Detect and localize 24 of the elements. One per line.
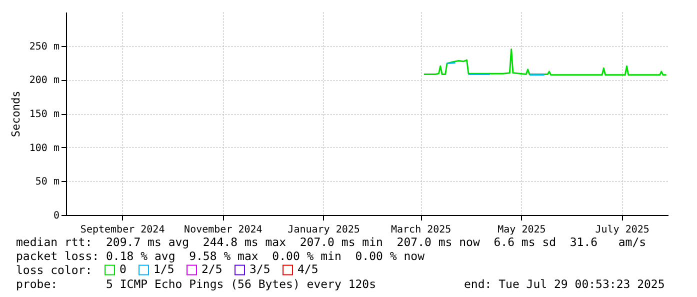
line-series	[423, 48, 668, 76]
text: probe: 5 ICMP Echo Pings (56 Bytes) every 120s	[16, 277, 376, 291]
x-tick-label: May 2025	[498, 224, 546, 236]
text: loss color:	[16, 263, 92, 277]
legend-label: 1/5	[154, 262, 174, 276]
y-tick-label: 100 m	[29, 142, 60, 154]
x-tick-label: January 2025	[288, 224, 360, 236]
x-tick-label: March 2025	[390, 224, 452, 236]
y-tick-label: 150 m	[29, 109, 60, 120]
x-tick-label: September 2024	[80, 224, 165, 236]
legend-label: 4/5	[298, 262, 318, 276]
x-tick-label: November 2024	[184, 224, 262, 236]
y-tick-label: 200 m	[29, 75, 60, 86]
x-tick-label: July 2025	[595, 224, 650, 236]
text: packet loss: 0.18 % avg 9.58 % max 0.00 % min 0.00 % now	[16, 249, 424, 263]
y-tick-label: 0	[53, 210, 60, 222]
legend-label: 0	[120, 262, 126, 276]
legend-label: 3/5	[250, 262, 270, 276]
text: end: Tue Jul 29 00:53:23 2025	[464, 277, 665, 291]
y-axis-title: Seconds	[9, 90, 22, 138]
legend-label: 2/5	[202, 262, 222, 276]
y-tick-label: 50 m	[35, 176, 60, 188]
y-tick-label: 250 m	[29, 41, 60, 52]
text: median rtt: 209.7 ms avg 244.8 ms max 207.0 ms min 207.0 ms now 6.6 ms sd 31.6 am/s	[16, 235, 646, 249]
